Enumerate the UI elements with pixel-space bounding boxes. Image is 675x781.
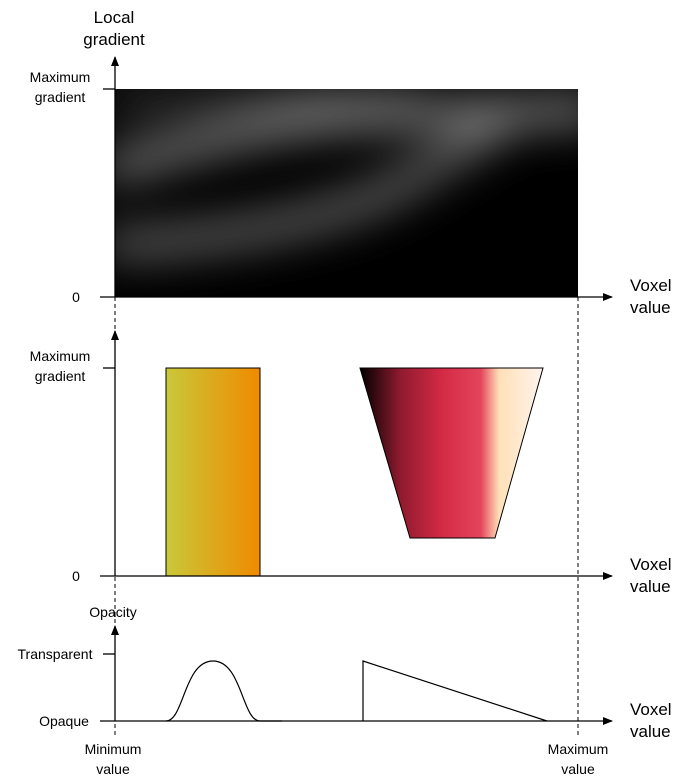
- minimum-value-label-line2: value: [96, 761, 130, 777]
- ramp-opacity-curve: [362, 660, 548, 722]
- trapezoid-widget[interactable]: [359, 367, 544, 539]
- maximum-value-label-line2: value: [561, 761, 595, 777]
- top-x-axis-label-line2: value: [630, 298, 671, 317]
- top-y-axis-label-line1: Local: [94, 8, 135, 27]
- minimum-value-label-line1: Minimum: [85, 741, 142, 757]
- top-panel: Local gradient Maximum gradient 0 Voxel …: [30, 8, 672, 317]
- bottom-y-axis-label: Opacity: [89, 604, 136, 620]
- bottom-x-axis-label-line1: Voxel: [630, 700, 672, 719]
- top-y-axis-label-line2: gradient: [83, 30, 145, 49]
- top-max-gradient-label-line1: Maximum: [30, 69, 91, 85]
- middle-x-axis-label-line2: value: [630, 577, 671, 596]
- middle-zero-label: 0: [72, 568, 80, 584]
- top-zero-label: 0: [72, 289, 80, 305]
- histogram-density: [115, 89, 578, 257]
- middle-max-gradient-label-line1: Maximum: [30, 348, 91, 364]
- opaque-label: Opaque: [39, 713, 89, 729]
- top-x-axis-label-line1: Voxel: [630, 276, 672, 295]
- maximum-value-label-line1: Maximum: [548, 741, 609, 757]
- middle-max-gradient-label-line2: gradient: [35, 368, 86, 384]
- histogram-band-upper: [115, 97, 578, 181]
- rectangle-widget[interactable]: [165, 367, 261, 577]
- middle-x-axis-label-line1: Voxel: [630, 555, 672, 574]
- histogram-band-lower: [115, 109, 516, 257]
- middle-panel: Maximum gradient 0 Voxel value: [30, 330, 672, 596]
- gradient-histogram: [115, 89, 578, 297]
- transparent-label: Transparent: [18, 646, 93, 662]
- histogram-band-top: [115, 89, 421, 109]
- bottom-panel: Opacity Transparent Opaque Voxel value M…: [18, 604, 672, 777]
- top-max-gradient-label-line2: gradient: [35, 89, 86, 105]
- bottom-x-axis-label-line2: value: [630, 722, 671, 741]
- bump-opacity-curve: [165, 660, 282, 722]
